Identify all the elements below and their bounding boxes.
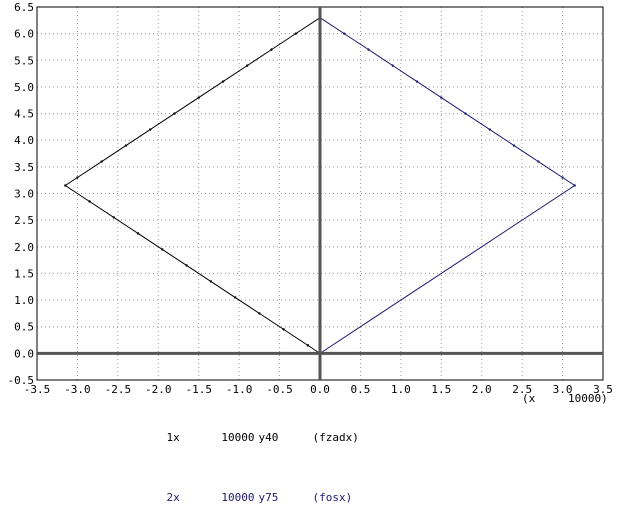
x-axis-scale-label: 10000) (568, 392, 608, 405)
y-tick-label: 3.0 (14, 188, 34, 201)
legend-1-id: 1x (166, 431, 180, 444)
series-1-point (136, 232, 140, 235)
x-tick-label: 0.0 (310, 383, 330, 396)
chart-plot: -3.5 -3.0 -2.5 -2.0 -1.5 -1.0 -0.5 0.0 0.5 1.0 1.5… (0, 0, 620, 424)
axes (36, 6, 604, 381)
series-1-point (209, 280, 213, 283)
y-tick-label: 3.5 (14, 161, 34, 174)
y-tick-label: 4.0 (14, 134, 34, 147)
series-1-point (124, 144, 128, 147)
series-1-point (76, 176, 79, 179)
x-tick-label: 0.5 (350, 383, 370, 396)
series-1-point (258, 312, 261, 315)
x-tick-label: 3.5 (593, 383, 613, 396)
y-tick-label: 6.0 (14, 28, 34, 41)
y-tick-label: 4.5 (14, 108, 34, 121)
series-2-point (415, 80, 419, 83)
legend-row-2: 2x 10000 y75 (fosx) (140, 480, 359, 516)
x-tick-label: 2.0 (472, 383, 492, 396)
series-2-point (561, 176, 564, 179)
x-tick-label: -3.5 (24, 383, 51, 396)
y-tick-label: 1.5 (14, 267, 34, 280)
x-tick-label: -2.5 (105, 383, 132, 396)
series-1-point (306, 344, 310, 347)
series-1-point (233, 296, 237, 299)
y-tick-label: 5.5 (14, 54, 34, 67)
series-2-point (537, 160, 540, 163)
series-1-point (161, 248, 164, 251)
legend-1-scale: 10000 (221, 431, 255, 444)
series-2-point (343, 32, 346, 35)
x-tick-label: 1.5 (431, 383, 451, 396)
series-1-point (100, 160, 103, 163)
plot-background (0, 0, 620, 424)
series-2-point (440, 96, 443, 99)
series-1-point (270, 48, 273, 51)
series-1-point (221, 80, 225, 83)
y-tick-label: 0.5 (14, 321, 34, 334)
legend-2-id: 2x (166, 491, 180, 504)
x-tick-label: -3.0 (64, 383, 91, 396)
series-1-point (185, 264, 188, 267)
x-tick-label: -1.5 (185, 383, 212, 396)
legend: 1x 10000 y40 (fzadx) 2x 10000 y75 (fosx) (140, 396, 359, 528)
series-2-point (488, 128, 491, 131)
x-tick-label: 1.0 (391, 383, 411, 396)
series-2-point (573, 184, 576, 187)
y-tick-label: 6.5 (14, 1, 34, 14)
series-1-point (64, 184, 67, 187)
legend-2-y: y75 (258, 491, 279, 504)
y-tick-label: 5.0 (14, 81, 34, 94)
series-1-point (282, 328, 285, 331)
x-tick-label: 2.5 (512, 383, 532, 396)
x-tick-label: -1.0 (226, 383, 253, 396)
legend-1-name: (fzadx) (312, 431, 359, 444)
y-tick-label: 1.0 (14, 294, 34, 307)
y-tick-label: 2.0 (14, 241, 34, 254)
x-axis-label: (x (522, 392, 536, 405)
series-1-point (88, 200, 91, 203)
x-tick-label: 3.0 (553, 383, 573, 396)
legend-2-name: (fosx) (312, 491, 353, 504)
legend-1-y: y40 (258, 431, 279, 444)
tick-labels: -3.5 -3.0 -2.5 -2.0 -1.5 -1.0 -0.5 0.0 0.5 1.0 1.5… (8, 1, 613, 396)
y-tick-label: 2.5 (14, 214, 34, 227)
legend-row-1: 1x 10000 y40 (fzadx) (140, 420, 359, 456)
legend-2-scale: 10000 (221, 491, 255, 504)
series-1-point (246, 64, 249, 67)
x-tick-label: -2.0 (145, 383, 172, 396)
series-2-point (367, 48, 370, 51)
series-1-point (173, 112, 176, 115)
series-2-point (464, 112, 467, 115)
y-tick-label: 0.0 (14, 347, 34, 360)
series-1-point (112, 216, 116, 219)
series-1-point (294, 32, 297, 35)
series-2-point (391, 64, 394, 67)
series-1-point (149, 128, 152, 131)
series-2-point (512, 144, 516, 147)
series-1-point (197, 96, 200, 99)
y-tick-label: -0.5 (8, 374, 35, 387)
x-tick-label: -0.5 (266, 383, 293, 396)
